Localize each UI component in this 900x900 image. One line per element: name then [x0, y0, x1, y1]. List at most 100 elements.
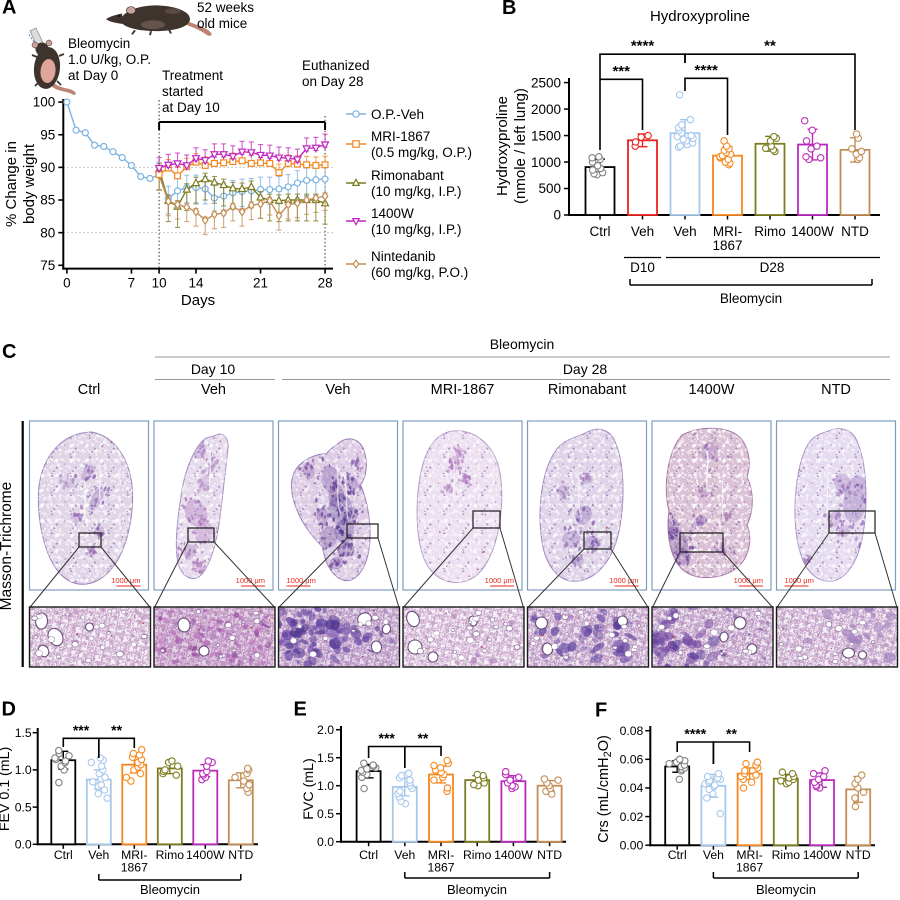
svg-text:1000 μm: 1000 μm	[485, 576, 514, 585]
svg-text:10: 10	[152, 276, 167, 291]
svg-text:Rimonabant: Rimonabant	[371, 168, 444, 183]
svg-text:Treatment: Treatment	[162, 68, 223, 83]
svg-text:Crs (mL/cmH2O): Crs (mL/cmH2O)	[596, 735, 614, 843]
svg-text:D10: D10	[630, 260, 655, 275]
svg-text:F: F	[595, 700, 607, 722]
svg-text:O.P.-Veh: O.P.-Veh	[371, 107, 424, 122]
svg-text:1400W: 1400W	[494, 848, 533, 862]
svg-text:**: **	[764, 38, 776, 55]
svg-text:old mice: old mice	[197, 16, 247, 31]
svg-text:1000 μm: 1000 μm	[609, 576, 638, 585]
svg-text:NTD: NTD	[846, 848, 871, 862]
svg-text:FVC (mL): FVC (mL)	[301, 758, 317, 819]
svg-text:Hydroxyproline: Hydroxyproline	[650, 8, 750, 25]
svg-text:****: ****	[695, 62, 719, 79]
svg-text:0.0: 0.0	[15, 838, 32, 852]
svg-text:Ctrl: Ctrl	[668, 848, 687, 862]
svg-text:0.5: 0.5	[317, 807, 334, 821]
svg-text:B: B	[502, 0, 516, 19]
svg-text:D28: D28	[760, 260, 785, 275]
svg-text:80: 80	[40, 225, 55, 240]
svg-text:Rimo: Rimo	[463, 848, 492, 862]
svg-text:Veh: Veh	[201, 382, 226, 398]
svg-text:0.02: 0.02	[620, 810, 644, 824]
svg-text:**: **	[417, 730, 428, 746]
svg-text:**: **	[111, 722, 122, 738]
svg-text:Ctrl: Ctrl	[54, 848, 73, 862]
svg-text:0.5: 0.5	[15, 800, 32, 814]
svg-text:1000: 1000	[531, 155, 561, 170]
svg-text:Bleomycin: Bleomycin	[68, 36, 130, 51]
svg-text:0.0: 0.0	[317, 835, 334, 849]
svg-text:MRI-: MRI-	[428, 848, 454, 862]
svg-text:2500: 2500	[531, 75, 561, 90]
svg-text:at Day 0: at Day 0	[68, 68, 118, 83]
svg-text:7: 7	[128, 276, 136, 291]
svg-text:1400W: 1400W	[371, 206, 414, 221]
svg-text:Veh: Veh	[88, 848, 109, 862]
svg-text:(60 mg/kg, P.O.): (60 mg/kg, P.O.)	[371, 265, 468, 280]
svg-text:**: **	[726, 726, 737, 742]
svg-text:1000 μm: 1000 μm	[785, 576, 814, 585]
svg-text:1.0: 1.0	[317, 779, 334, 793]
svg-text:***: ***	[379, 730, 396, 746]
svg-text:NTD: NTD	[537, 848, 562, 862]
svg-text:Hydroxyproline: Hydroxyproline	[494, 96, 511, 196]
svg-text:Rimo: Rimo	[754, 224, 786, 239]
svg-text:Bleomycin: Bleomycin	[490, 336, 555, 352]
svg-text:MRI-1867: MRI-1867	[431, 382, 495, 398]
svg-text:Ctrl: Ctrl	[590, 224, 611, 239]
svg-text:on Day 28: on Day 28	[302, 74, 364, 89]
svg-text:***: ***	[73, 722, 90, 738]
svg-text:85: 85	[40, 193, 55, 208]
svg-text:body weight: body weight	[21, 143, 38, 224]
svg-text:A: A	[2, 0, 16, 19]
svg-text:1.0 U/kg, O.P.: 1.0 U/kg, O.P.	[68, 52, 151, 67]
svg-text:(nmole / left lung): (nmole / left lung)	[512, 88, 529, 204]
svg-text:MRI-: MRI-	[713, 224, 742, 239]
svg-text:MRI-: MRI-	[736, 848, 762, 862]
svg-text:0: 0	[553, 208, 561, 223]
svg-text:1.0: 1.0	[15, 763, 32, 777]
svg-text:****: ****	[631, 38, 655, 55]
svg-text:2000: 2000	[531, 102, 561, 117]
svg-text:MRI-: MRI-	[121, 848, 147, 862]
svg-text:E: E	[294, 699, 307, 721]
svg-text:started: started	[162, 84, 203, 99]
svg-text:21: 21	[253, 276, 268, 291]
svg-text:28: 28	[318, 276, 333, 291]
svg-text:0.06: 0.06	[620, 753, 644, 767]
svg-text:95: 95	[40, 127, 55, 142]
svg-text:***: ***	[612, 63, 630, 80]
svg-text:Rimonabant: Rimonabant	[548, 382, 626, 398]
svg-text:Euthanized: Euthanized	[302, 58, 370, 73]
svg-text:1867: 1867	[712, 238, 742, 253]
svg-text:at Day 10: at Day 10	[162, 100, 220, 115]
svg-text:Bleomycin: Bleomycin	[447, 882, 507, 897]
svg-text:Masson-Trichrome: Masson-Trichrome	[0, 482, 15, 611]
svg-text:(10 mg/kg, I.P.): (10 mg/kg, I.P.)	[371, 184, 462, 199]
svg-text:Veh: Veh	[703, 848, 724, 862]
svg-text:****: ****	[684, 726, 706, 742]
svg-text:Day 10: Day 10	[191, 361, 236, 377]
svg-text:75: 75	[40, 258, 55, 273]
svg-text:Veh: Veh	[326, 382, 351, 398]
svg-text:0.08: 0.08	[620, 724, 644, 738]
svg-text:Bleomycin: Bleomycin	[720, 291, 782, 306]
svg-text:FEV 0.1 (mL): FEV 0.1 (mL)	[0, 747, 13, 831]
svg-text:Rimo: Rimo	[156, 848, 185, 862]
svg-text:NTD: NTD	[821, 382, 851, 398]
svg-text:NTD: NTD	[228, 848, 253, 862]
svg-text:1400W: 1400W	[186, 848, 225, 862]
svg-text:(0.5 mg/kg, O.P.): (0.5 mg/kg, O.P.)	[371, 145, 472, 160]
svg-text:Days: Days	[181, 292, 215, 309]
svg-text:14: 14	[188, 276, 204, 291]
svg-text:1000 μm: 1000 μm	[287, 576, 316, 585]
svg-text:% Change in: % Change in	[3, 141, 20, 227]
svg-text:2.0: 2.0	[317, 723, 334, 737]
svg-text:Veh: Veh	[673, 224, 696, 239]
svg-text:Ctrl: Ctrl	[78, 382, 101, 398]
svg-text:1867: 1867	[736, 861, 763, 875]
svg-text:Ctrl: Ctrl	[359, 848, 378, 862]
svg-text:(10 mg/kg, I.P.): (10 mg/kg, I.P.)	[371, 222, 462, 237]
